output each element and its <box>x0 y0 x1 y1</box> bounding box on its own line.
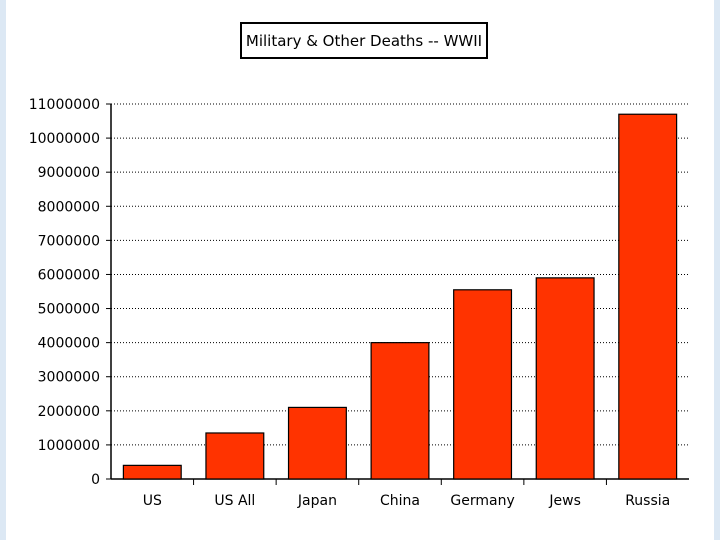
y-tick-label: 11000000 <box>29 97 100 113</box>
x-tick-label: China <box>380 493 420 509</box>
x-tick-label: Russia <box>625 493 670 509</box>
bar <box>205 432 265 480</box>
y-tick-label: 7000000 <box>38 233 100 249</box>
y-tick-label: 2000000 <box>38 404 100 420</box>
y-tick-label: 8000000 <box>38 199 100 215</box>
y-tick-label: 0 <box>91 472 100 488</box>
bar <box>122 464 182 480</box>
y-tick-label: 10000000 <box>29 131 100 147</box>
bar <box>618 113 678 480</box>
bar <box>453 289 513 480</box>
x-tick-label: US <box>143 493 162 509</box>
y-tick-label: 1000000 <box>38 438 100 454</box>
y-tick-label: 3000000 <box>38 370 100 386</box>
y-tick-label: 5000000 <box>38 302 100 318</box>
x-tick-label: Germany <box>450 493 514 509</box>
chart-title: Military & Other Deaths -- WWII <box>240 22 488 59</box>
y-tick-label: 9000000 <box>38 165 100 181</box>
x-tick-label: Japan <box>297 493 337 509</box>
y-tick-label: 6000000 <box>38 267 100 283</box>
x-tick-label: US All <box>214 493 255 509</box>
y-tick-label: 4000000 <box>38 336 100 352</box>
bar <box>535 277 595 480</box>
slide-background: Military & Other Deaths -- WWII <box>6 0 714 540</box>
bar <box>287 406 347 480</box>
bar <box>370 342 430 480</box>
x-tick-label: Jews <box>548 493 581 509</box>
